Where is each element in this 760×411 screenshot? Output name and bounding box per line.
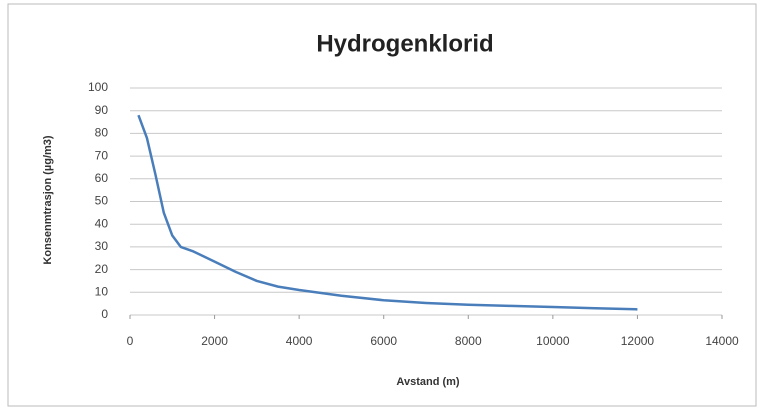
x-tick-label: 4000 [286,334,313,348]
line-series [137,114,638,311]
y-tick-label: 60 [95,171,109,185]
x-tick-label: 2000 [201,334,228,348]
y-axis-label: Konsenmtrasjon (µg/m3) [42,135,54,265]
y-tick-label: 100 [88,80,108,94]
x-tick-label: 6000 [370,334,397,348]
chart-title: Hydrogenklorid [316,30,493,57]
y-tick-label: 80 [95,126,109,140]
y-tick-label: 70 [95,148,109,162]
y-tick-label: 10 [95,284,109,298]
y-tick-label: 40 [95,216,109,230]
x-tick-label: 10000 [536,334,570,348]
y-tick-label: 20 [95,262,109,276]
x-tick-label: 14000 [705,334,739,348]
y-tick-label: 90 [95,103,109,117]
x-tick-label: 0 [127,334,134,348]
y-tick-label: 30 [95,239,109,253]
x-axis-label: Avstand (m) [396,376,459,388]
y-tick-label: 50 [95,194,109,208]
x-tick-label: 12000 [621,334,655,348]
x-tick-label: 8000 [455,334,482,348]
chart-frame [7,3,757,407]
y-tick-label: 0 [101,307,108,321]
